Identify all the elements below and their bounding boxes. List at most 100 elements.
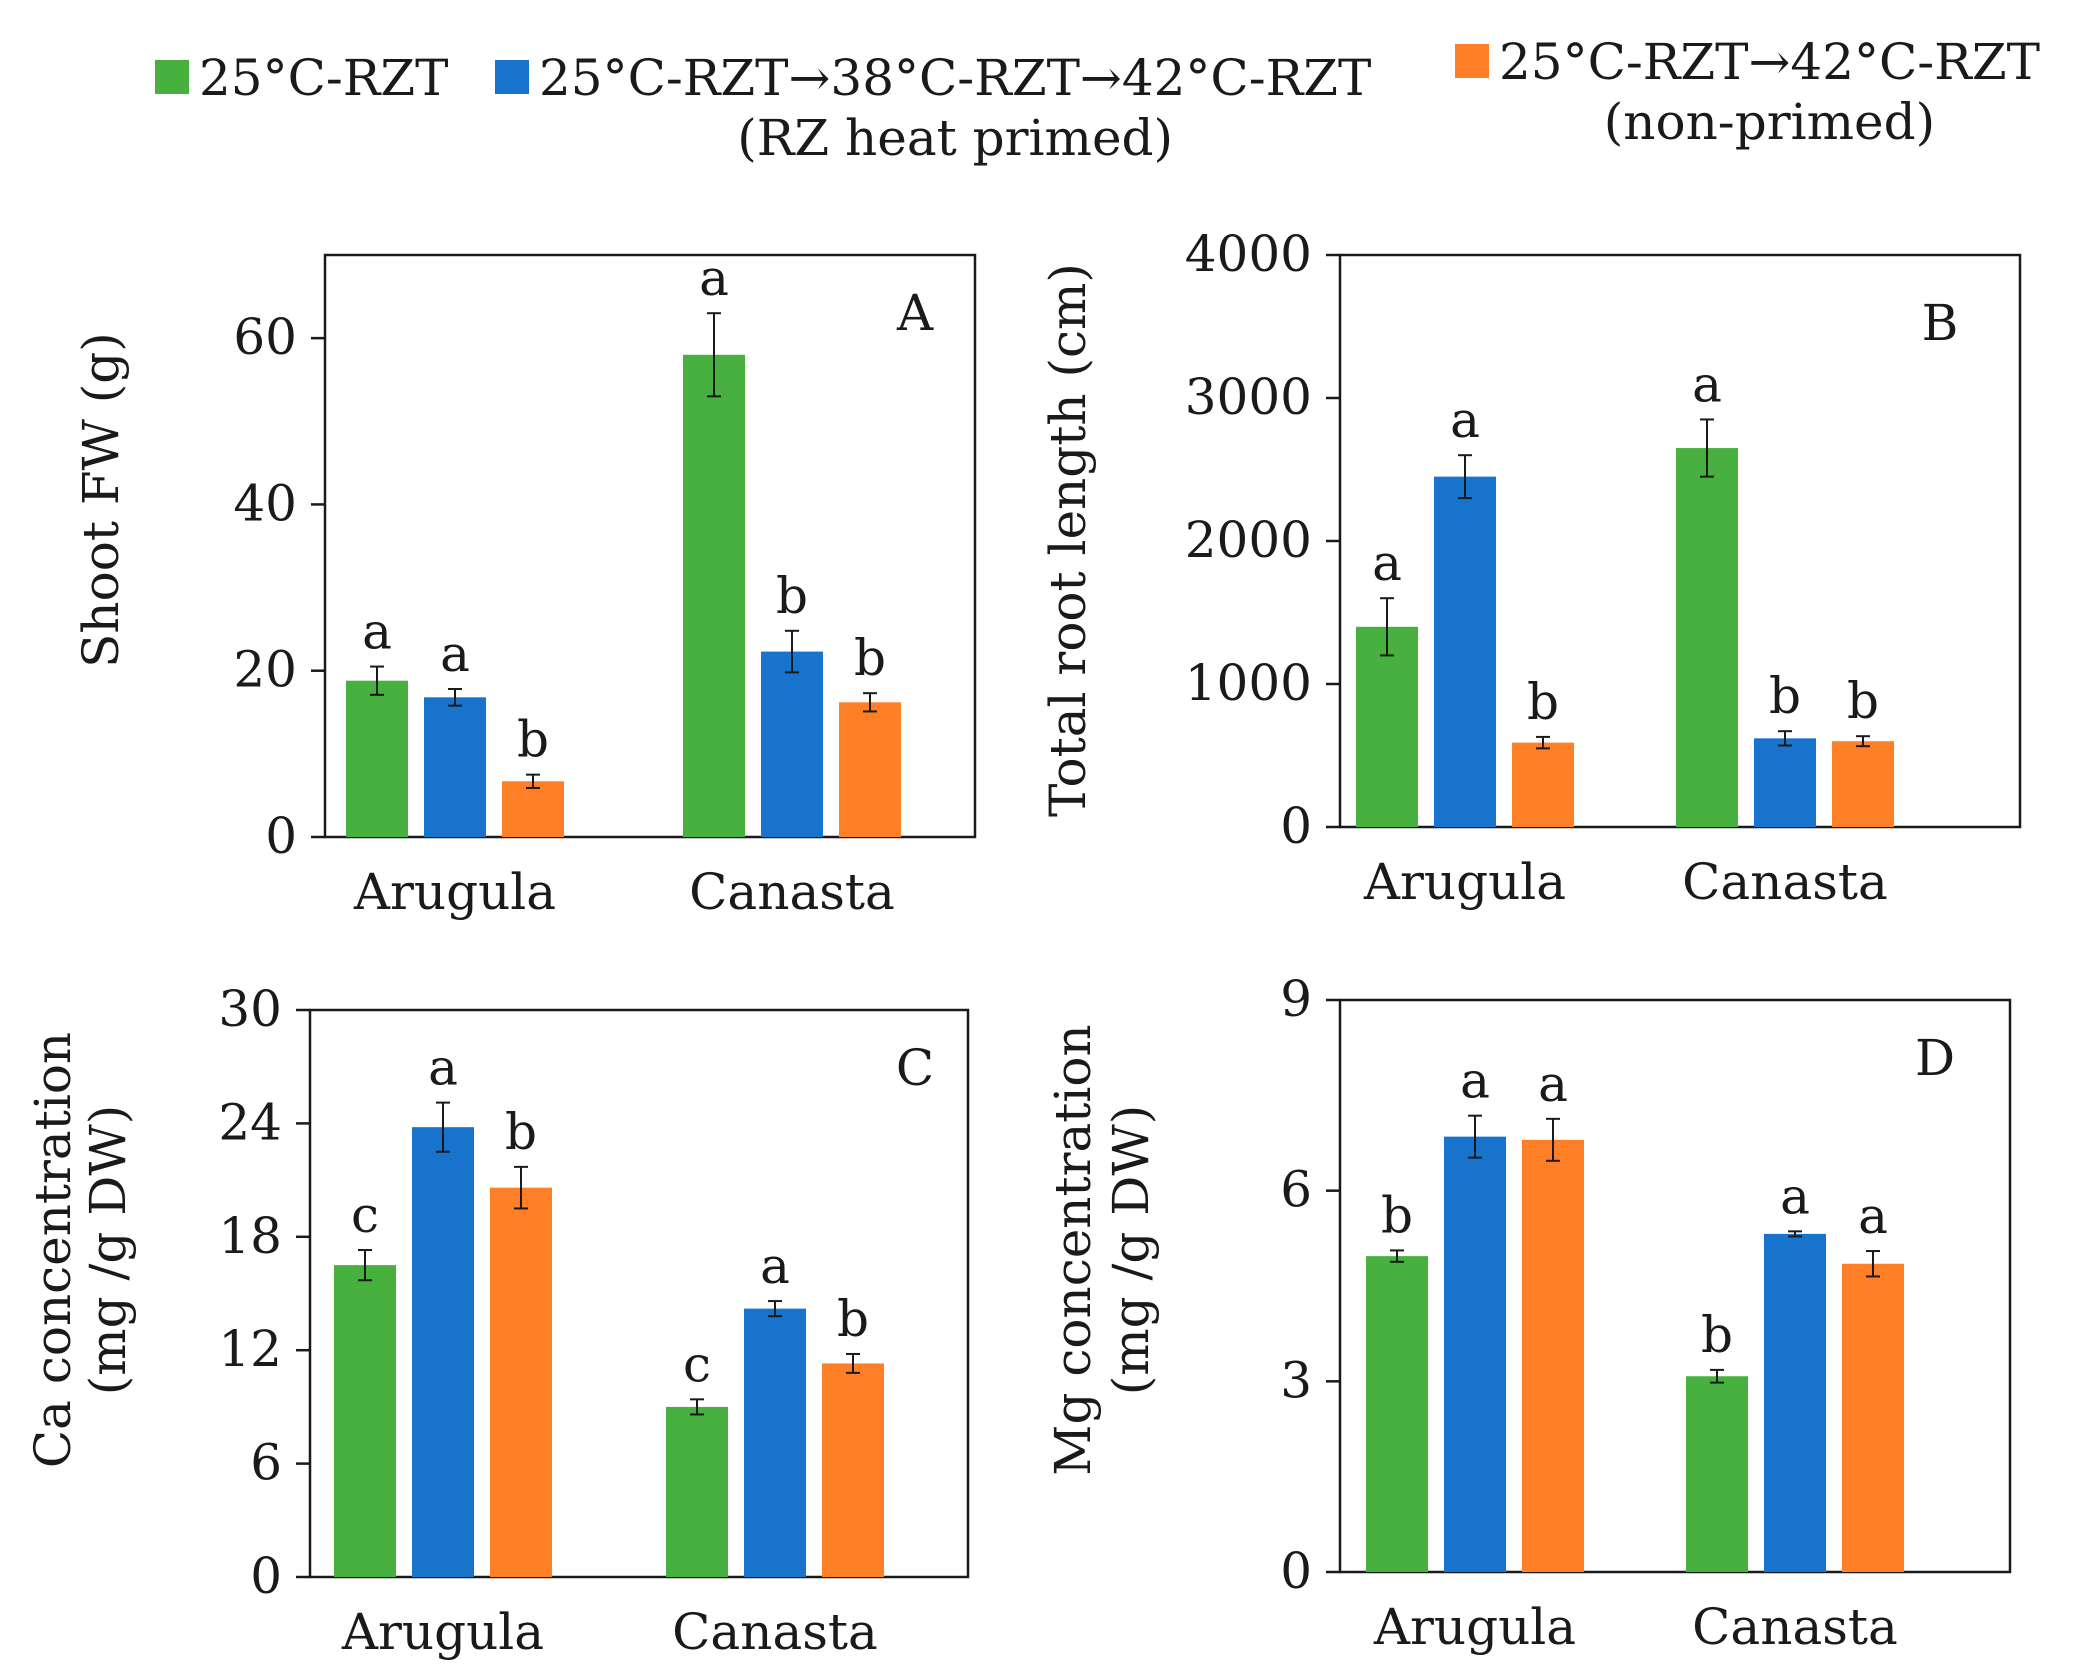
panel-d-significance-letter: a bbox=[1780, 1167, 1810, 1225]
legend-label-primed: 25°C-RZT→38°C-RZT→42°C-RZT bbox=[539, 49, 1372, 107]
legend-item-control: 25°C-RZT bbox=[155, 48, 449, 108]
panel-d-significance-letter: a bbox=[1858, 1187, 1888, 1245]
legend-item-nonprimed: 25°C-RZT→42°C-RZT (non-primed) bbox=[1455, 32, 2040, 152]
legend-swatch-primed bbox=[495, 60, 529, 94]
panel-a-bar bbox=[839, 702, 901, 837]
panel-b-bar bbox=[1356, 626, 1418, 827]
panel-b-significance-letter: b bbox=[1769, 667, 1801, 725]
panel-c-ytick-label: 18 bbox=[218, 1207, 282, 1265]
panel-c-significance-letter: b bbox=[505, 1103, 537, 1161]
panel-a-category-label: Arugula bbox=[353, 863, 556, 921]
panel-a-bar bbox=[502, 781, 564, 837]
legend: 25°C-RZT 25°C-RZT→38°C-RZT→42°C-RZT (RZ … bbox=[0, 0, 2073, 200]
panel-a-significance-letter: a bbox=[699, 249, 729, 307]
panel-a-bar bbox=[683, 354, 745, 837]
panel-d-ytick-label: 0 bbox=[1280, 1542, 1312, 1600]
panel-c-ytick-label: 24 bbox=[218, 1093, 282, 1151]
panel-a-ytick-label: 20 bbox=[233, 641, 297, 699]
panel-d-bar bbox=[1842, 1263, 1904, 1572]
panel-a-category-label: Canasta bbox=[689, 863, 895, 921]
panel-d-ytick-label: 9 bbox=[1280, 970, 1312, 1028]
panel-b-significance-letter: a bbox=[1372, 534, 1402, 592]
panel-b-ytick-label: 3000 bbox=[1185, 368, 1312, 426]
panel-c-letter: C bbox=[896, 1039, 934, 1097]
panel-c-significance-letter: a bbox=[428, 1039, 458, 1097]
panel-d-bar bbox=[1522, 1139, 1584, 1572]
panel-c-ytick-label: 30 bbox=[218, 980, 282, 1038]
panel-c-ytick-label: 6 bbox=[250, 1434, 282, 1492]
panel-c-category-label: Arugula bbox=[341, 1603, 544, 1661]
panel-d-significance-letter: a bbox=[1538, 1055, 1568, 1113]
panel-a-letter: A bbox=[896, 284, 934, 342]
panel-a-bar bbox=[761, 651, 823, 837]
panel-c-frame bbox=[308, 1008, 970, 1579]
panel-a-significance-letter: b bbox=[517, 711, 549, 769]
panel-b-bar bbox=[1434, 476, 1496, 827]
panel-b-category-label: Arugula bbox=[1363, 853, 1566, 911]
panel-b-significance-letter: b bbox=[1527, 673, 1559, 731]
legend-sublabel-nonprimed: (non-primed) bbox=[1603, 93, 1936, 151]
panel-c-bar bbox=[490, 1187, 552, 1577]
panel-d-significance-letter: a bbox=[1460, 1052, 1490, 1110]
panel-c-significance-letter: b bbox=[837, 1290, 869, 1348]
panel-a-ytick-label: 40 bbox=[233, 474, 297, 532]
panel-a-ytick-label: 60 bbox=[233, 308, 297, 366]
panel-c-ylabel-units: (mg /g DW) bbox=[79, 1105, 137, 1396]
panel-a-significance-letter: a bbox=[362, 603, 392, 661]
panel-a-significance-letter: b bbox=[776, 567, 808, 625]
panel-b-ytick-label: 1000 bbox=[1185, 654, 1312, 712]
panel-a-bar bbox=[346, 680, 408, 837]
panel-b-ytick-label: 2000 bbox=[1185, 511, 1312, 569]
panel-d-ytick-label: 3 bbox=[1280, 1351, 1312, 1409]
panel-c-bar bbox=[412, 1127, 474, 1577]
legend-label-nonprimed: 25°C-RZT→42°C-RZT bbox=[1499, 33, 2040, 91]
panel-c-significance-letter: c bbox=[683, 1335, 711, 1393]
panel-c-significance-letter: c bbox=[351, 1186, 379, 1244]
panel-d-significance-letter: b bbox=[1381, 1186, 1413, 1244]
panel-b-letter: B bbox=[1922, 294, 1959, 352]
panel-a-bar bbox=[424, 697, 486, 837]
panel-c-ylabel: Ca concentration bbox=[24, 1032, 82, 1468]
panel-d-bar bbox=[1764, 1233, 1826, 1572]
panel-d-category-label: Arugula bbox=[1373, 1598, 1576, 1656]
panel-b-bar bbox=[1754, 738, 1816, 827]
panel-a-ytick-label: 0 bbox=[265, 807, 297, 865]
panel-c-significance-letter: a bbox=[760, 1237, 790, 1295]
panel-c-category-label: Canasta bbox=[672, 1603, 878, 1661]
panel-c-ytick-label: 0 bbox=[250, 1547, 282, 1605]
panel-a-significance-letter: b bbox=[854, 629, 886, 687]
legend-item-primed: 25°C-RZT→38°C-RZT→42°C-RZT (RZ heat prim… bbox=[495, 48, 1371, 168]
panel-d-significance-letter: b bbox=[1701, 1306, 1733, 1364]
legend-swatch-nonprimed bbox=[1455, 44, 1489, 78]
panel-d-ylabel: Mg concentration bbox=[1044, 1024, 1102, 1475]
panel-d-ylabel-units: (mg /g DW) bbox=[1102, 1105, 1160, 1396]
panel-b-ytick-label: 4000 bbox=[1185, 225, 1312, 283]
panel-a-significance-letter: a bbox=[440, 625, 470, 683]
panel-d-bar bbox=[1686, 1376, 1748, 1572]
panel-c-ytick-label: 12 bbox=[218, 1320, 282, 1378]
panel-b-category-label: Canasta bbox=[1682, 853, 1888, 911]
panel-c-bar bbox=[334, 1265, 396, 1577]
panel-c-bar bbox=[744, 1308, 806, 1577]
legend-label-control: 25°C-RZT bbox=[199, 49, 449, 107]
panel-d-ytick-label: 6 bbox=[1280, 1161, 1312, 1219]
panel-b-significance-letter: a bbox=[1692, 355, 1722, 413]
panel-b-bar bbox=[1512, 742, 1574, 827]
panel-d-bar bbox=[1444, 1136, 1506, 1572]
legend-sublabel-primed: (RZ heat primed) bbox=[737, 109, 1174, 167]
panel-d-bar bbox=[1366, 1256, 1428, 1572]
panel-b-significance-letter: b bbox=[1847, 672, 1879, 730]
panel-b-bar bbox=[1832, 741, 1894, 827]
panel-c-bar bbox=[666, 1406, 728, 1577]
panel-d-frame bbox=[1338, 998, 2012, 1574]
panel-d-letter: D bbox=[1915, 1029, 1955, 1087]
panel-d-category-label: Canasta bbox=[1692, 1598, 1898, 1656]
panel-c-bar bbox=[822, 1363, 884, 1577]
panel-a-ylabel: Shoot FW (g) bbox=[72, 332, 130, 668]
panel-b-significance-letter: a bbox=[1450, 391, 1480, 449]
panel-b-ylabel: Total root length (cm) bbox=[1039, 263, 1097, 817]
legend-swatch-control bbox=[155, 60, 189, 94]
panel-b-bar bbox=[1676, 448, 1738, 827]
panel-a-frame bbox=[323, 253, 977, 839]
